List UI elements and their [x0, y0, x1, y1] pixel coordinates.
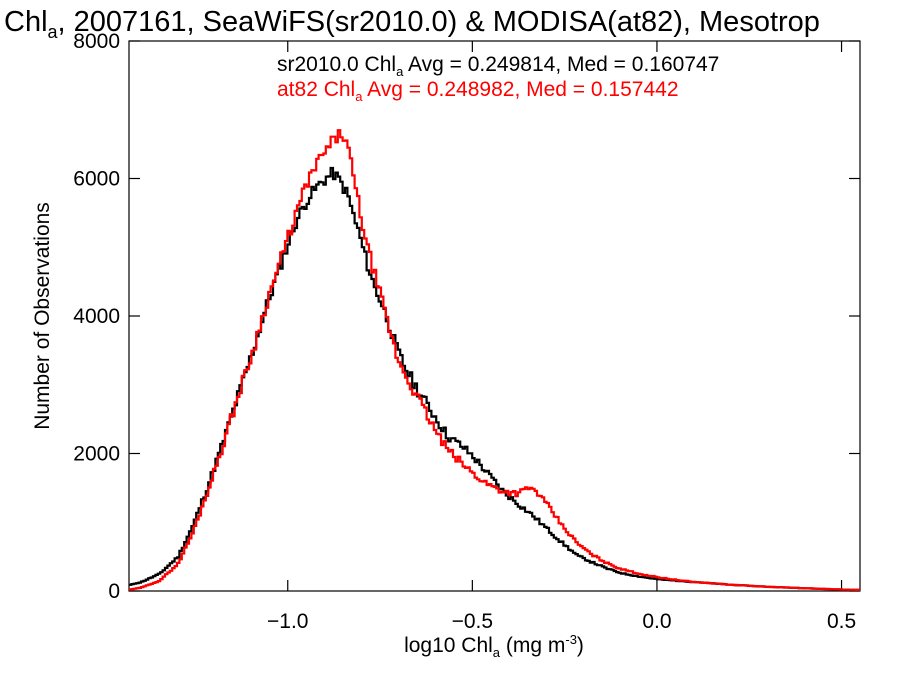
axis-ticks: −1.0 −0.5 0.0 0.5 0 2000 4000 6000 8000 — [73, 30, 860, 633]
x-tick-label: 0.0 — [642, 610, 671, 633]
series-line-at82 — [129, 129, 860, 591]
x-tick-label: 0.5 — [827, 610, 856, 633]
x-axis-label-sub: a — [493, 645, 501, 660]
legend-at82-suffix: Avg = 0.248982, Med = 0.157442 — [362, 78, 678, 101]
y-axis-label: Number of Observations — [31, 202, 54, 430]
x-axis-label: log10 Chla (mg m-3) — [404, 632, 584, 660]
legend-sr2010-prefix: sr2010.0 Chl — [277, 53, 396, 76]
x-axis-label-mid: (mg m — [500, 634, 565, 657]
legend-at82-prefix: at82 Chl — [277, 78, 355, 101]
chart-title-prefix: Chl — [4, 6, 48, 38]
chart-title-sub: a — [48, 22, 59, 42]
x-tick-label: −0.5 — [452, 610, 493, 633]
y-tick-label: 2000 — [73, 443, 120, 466]
x-axis-label-prefix: log10 Chl — [404, 634, 493, 657]
x-axis-label-suffix: ) — [577, 634, 584, 657]
legend-at82-sub: a — [355, 89, 363, 104]
y-tick-label: 0 — [108, 580, 120, 603]
legend-sr2010-suffix: Avg = 0.249814, Med = 0.160747 — [403, 53, 719, 76]
chart-title-rest: , 2007161, SeaWiFS(sr2010.0) & MODISA(at… — [58, 6, 820, 38]
y-tick-label: 6000 — [73, 168, 120, 191]
y-tick-label: 8000 — [73, 30, 120, 53]
series-line-sr2010 — [129, 166, 860, 592]
x-axis-label-sup: -3 — [565, 632, 577, 647]
chart-title: Chla, 2007161, SeaWiFS(sr2010.0) & MODIS… — [4, 6, 820, 42]
x-tick-label: −1.0 — [267, 610, 308, 633]
legend-sr2010-sub: a — [396, 64, 404, 79]
plot-frame — [128, 40, 861, 592]
y-tick-label: 4000 — [73, 305, 120, 328]
data-series — [129, 129, 860, 592]
legend-entry-sr2010: sr2010.0 Chla Avg = 0.249814, Med = 0.16… — [277, 53, 719, 79]
legend-entry-at82: at82 Chla Avg = 0.248982, Med = 0.157442 — [277, 78, 679, 104]
